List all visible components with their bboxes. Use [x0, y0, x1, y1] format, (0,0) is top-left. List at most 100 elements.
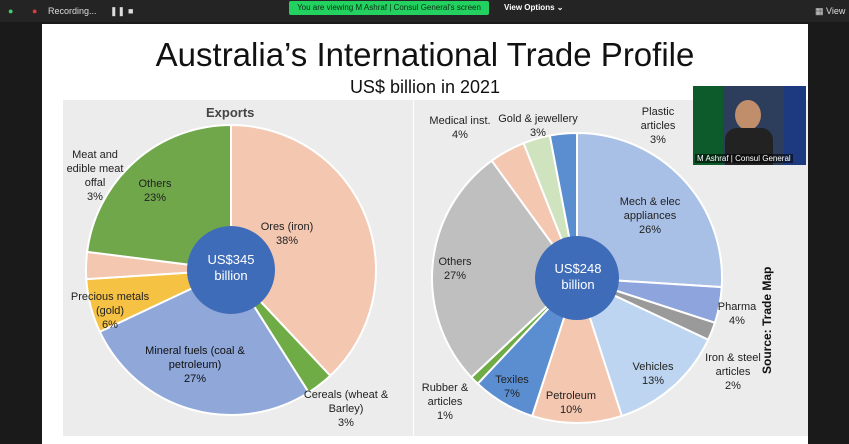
imports-label-iron: Iron & steel articles 2%: [698, 351, 768, 393]
label-text: Barley): [328, 403, 364, 415]
slide-subtitle: US$ billion in 2021: [349, 77, 501, 97]
exports-label-precious: Precious metals (gold) 6%: [65, 290, 155, 332]
pie-slice-mech-elec-appliances: [576, 131, 723, 289]
label-text: Mineral fuels (coal &: [145, 345, 245, 357]
imports-label-petroleum: Petroleum 10%: [540, 389, 602, 417]
label-value: 2%: [725, 380, 741, 392]
participant-name: M Ashraf | Consul General: [695, 154, 793, 163]
exports-pie-chart: [85, 123, 377, 416]
imports-total-unit: billion: [561, 277, 595, 292]
label-text: Ores (iron): [260, 221, 314, 233]
sharing-banner: You are viewing M Ashraf | Consul Genera…: [289, 1, 489, 15]
view-label: View: [826, 6, 846, 16]
source-note: Source: Trade Map: [760, 266, 774, 374]
label-value: 4%: [452, 129, 468, 141]
label-value: 13%: [641, 375, 665, 387]
label-value: 6%: [102, 319, 118, 331]
exports-label-cereals: Cereals (wheat & Barley) 3%: [298, 388, 394, 430]
label-value: 23%: [143, 192, 167, 204]
label-text: Cereals (wheat &: [303, 389, 389, 401]
label-value: 4%: [729, 315, 745, 327]
label-value: 3%: [530, 127, 546, 139]
pie-slice-mineral-fuels-coal-petroleum: [98, 268, 311, 416]
imports-label-rubber: Rubber & articles 1%: [416, 381, 474, 423]
chevron-down-icon: ⌄: [556, 3, 564, 12]
label-text: Petroleum: [545, 390, 597, 402]
label-text: articles: [427, 396, 463, 408]
exports-label-meat: Meat and edible meat offal 3%: [65, 148, 125, 204]
exports-center-label: US$345 billion: [192, 252, 270, 284]
label-text: Pharma: [717, 301, 757, 313]
label-text: offal: [84, 177, 106, 189]
imports-label-vehicles: Vehicles 13%: [626, 360, 680, 388]
exports-label-mineral: Mineral fuels (coal & petroleum) 27%: [134, 344, 256, 386]
view-options-button[interactable]: View Options ⌄: [504, 3, 563, 12]
label-value: 3%: [87, 191, 103, 203]
label-value: 3%: [650, 134, 666, 146]
label-value: 38%: [275, 235, 299, 247]
label-text: Rubber &: [421, 382, 469, 394]
label-value: 27%: [443, 270, 467, 282]
exports-label-ores: Ores (iron) 38%: [252, 220, 322, 248]
exports-heading: Exports: [206, 105, 255, 120]
label-text: Mech & elec: [619, 196, 681, 208]
label-text: Vehicles: [632, 361, 674, 373]
pie-center-circle: [535, 236, 619, 320]
person-head: [735, 100, 761, 130]
imports-label-textiles: Texiles 7%: [488, 373, 536, 401]
shield-icon[interactable]: ●: [8, 6, 14, 16]
label-text: Plastic: [641, 106, 675, 118]
label-text: Meat and: [72, 149, 118, 161]
label-text: Texiles: [495, 374, 529, 386]
imports-center-label: US$248 billion: [539, 261, 617, 293]
pie-slice-others: [431, 159, 579, 379]
participant-video[interactable]: M Ashraf | Consul General: [693, 86, 806, 165]
pause-icon[interactable]: ❚❚: [110, 6, 126, 16]
label-value: 3%: [338, 417, 354, 429]
exports-total: US$345: [207, 252, 255, 267]
right-gutter: [808, 24, 849, 444]
label-text: appliances: [623, 210, 677, 222]
pie-slice-ores-iron: [230, 123, 377, 378]
imports-label-plastic: Plastic articles 3%: [628, 105, 688, 147]
grid-icon: ▦: [815, 6, 827, 16]
label-text: Precious metals: [70, 291, 150, 303]
imports-label-pharma: Pharma 4%: [714, 300, 760, 328]
flag-pakistan: [693, 86, 723, 165]
slide-title: Australia’s International Trade Profile: [155, 36, 695, 73]
imports-label-mech: Mech & elec appliances 26%: [610, 195, 690, 237]
label-text: Others: [138, 178, 172, 190]
label-text: Iron & steel: [705, 352, 761, 364]
imports-pie-chart: [431, 131, 723, 424]
meeting-toolbar: ● ● Recording... ❚❚ ■ You are viewing M …: [0, 0, 849, 22]
pie-center-circle: [187, 226, 275, 314]
exports-total-unit: billion: [214, 268, 248, 283]
shared-slide: Australia’s International Trade Profile …: [42, 24, 808, 444]
label-value: 7%: [504, 388, 520, 400]
view-options-label: View Options: [504, 3, 555, 12]
label-text: petroleum): [168, 359, 222, 371]
pie-slice-vehicles: [575, 276, 710, 418]
stop-icon[interactable]: ■: [128, 6, 134, 16]
imports-label-medical: Medical inst. 4%: [422, 114, 498, 142]
pie-slice-petroleum: [530, 274, 624, 424]
record-icon: ●: [32, 6, 38, 16]
imports-label-others: Others 27%: [430, 255, 480, 283]
pie-slice-others: [86, 123, 232, 272]
label-text: Others: [438, 256, 472, 268]
label-text: articles: [640, 120, 676, 132]
flag-australia: [784, 86, 806, 165]
imports-label-gold: Gold & jewellery 3%: [488, 112, 588, 140]
label-value: 26%: [638, 224, 662, 236]
label-text: articles: [715, 366, 751, 378]
recording-label: Recording...: [48, 6, 97, 16]
label-text: edible meat: [66, 163, 124, 175]
label-text: (gold): [95, 305, 125, 317]
label-value: 27%: [183, 373, 207, 385]
label-text: Gold & jewellery: [498, 113, 578, 125]
label-value: 1%: [437, 410, 453, 422]
label-text: Medical inst.: [429, 115, 491, 127]
exports-label-others: Others 23%: [130, 177, 180, 205]
view-button[interactable]: ▦ View: [815, 0, 845, 22]
imports-total: US$248: [554, 261, 602, 276]
